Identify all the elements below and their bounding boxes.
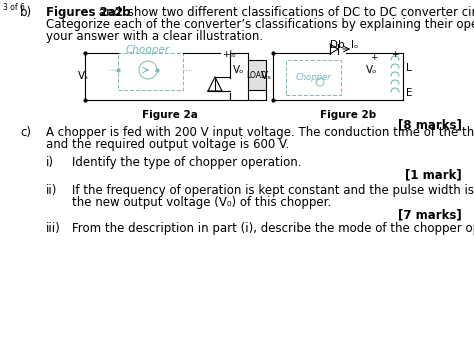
Text: 2b: 2b — [114, 6, 130, 19]
Text: b): b) — [20, 6, 32, 19]
Text: Vₛ: Vₛ — [78, 71, 89, 81]
Text: LOAD: LOAD — [246, 71, 267, 79]
Text: Iₒ: Iₒ — [351, 40, 358, 50]
Text: ii): ii) — [46, 184, 57, 197]
Text: Vₒ: Vₒ — [233, 65, 245, 75]
Text: A chopper is fed with 200 V input voltage. The conduction time of the thyristor : A chopper is fed with 200 V input voltag… — [46, 126, 474, 139]
Text: L: L — [406, 63, 412, 73]
Text: Chopper: Chopper — [126, 45, 170, 55]
Text: Figures 2a: Figures 2a — [46, 6, 116, 19]
Text: [7 marks]: [7 marks] — [398, 208, 462, 221]
Text: i): i) — [46, 156, 54, 169]
Text: your answer with a clear illustration.: your answer with a clear illustration. — [46, 30, 263, 43]
Text: Db: Db — [330, 40, 345, 50]
Text: the new output voltage (V₀) of this chopper.: the new output voltage (V₀) of this chop… — [72, 196, 331, 209]
Bar — [118, 53, 183, 90]
Bar — [248, 60, 266, 90]
Text: Categorize each of the converter’s classifications by explaining their operation: Categorize each of the converter’s class… — [46, 18, 474, 31]
Text: iii): iii) — [46, 222, 61, 235]
Text: Figure 2a: Figure 2a — [142, 110, 198, 120]
Text: Identify the type of chopper operation.: Identify the type of chopper operation. — [72, 156, 301, 169]
Text: +: + — [370, 53, 377, 62]
Text: +: + — [391, 50, 399, 59]
Text: Vₛ: Vₛ — [261, 71, 272, 81]
Text: and: and — [95, 6, 125, 19]
Text: c): c) — [20, 126, 31, 139]
Text: 3 of 6: 3 of 6 — [3, 3, 25, 12]
Text: Chopper: Chopper — [295, 72, 331, 81]
Bar — [286, 60, 341, 95]
Text: [1 mark]: [1 mark] — [405, 168, 462, 181]
Text: E: E — [406, 88, 412, 98]
Text: [8 marks]: [8 marks] — [398, 118, 462, 131]
Text: show two different classifications of DC to DC converter circuits.: show two different classifications of DC… — [124, 6, 474, 19]
Text: and the required output voltage is 600 V.: and the required output voltage is 600 V… — [46, 138, 289, 151]
Text: From the description in part (i), describe the mode of the chopper operation.: From the description in part (i), descri… — [72, 222, 474, 235]
Text: Vₒ: Vₒ — [366, 65, 377, 75]
Text: +Iₒ: +Iₒ — [222, 50, 236, 59]
Text: If the frequency of operation is kept constant and the pulse width is halved, ca: If the frequency of operation is kept co… — [72, 184, 474, 197]
Text: Figure 2b: Figure 2b — [320, 110, 376, 120]
